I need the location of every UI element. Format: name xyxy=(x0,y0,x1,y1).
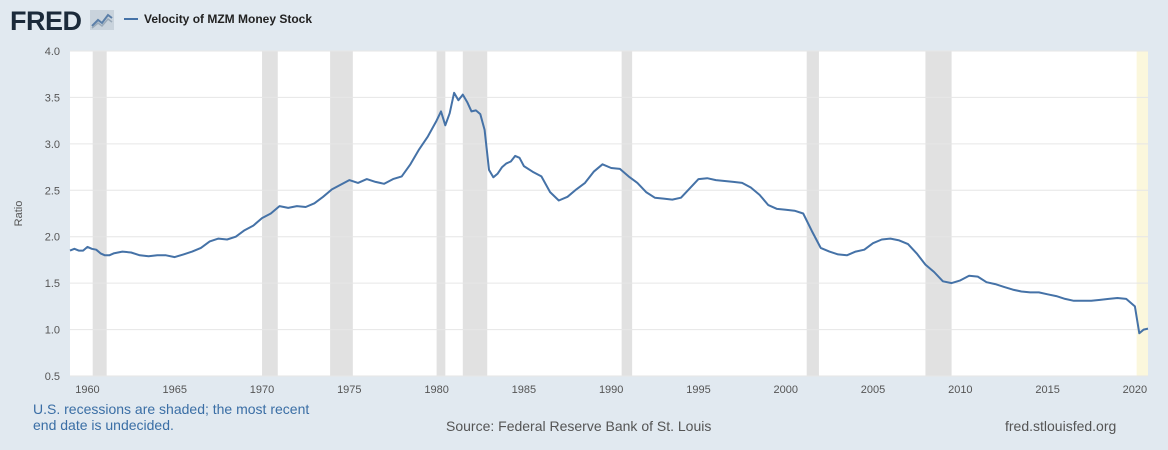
recession-band xyxy=(621,51,633,376)
chart-header: FRED Velocity of MZM Money Stock xyxy=(0,0,1168,44)
y-tick-label: 0.5 xyxy=(45,371,60,383)
x-tick-label: 1985 xyxy=(512,384,536,396)
series-line xyxy=(69,91,1149,335)
x-tick-label: 1990 xyxy=(599,384,623,396)
y-tick-label: 2.0 xyxy=(45,232,60,244)
y-tick-label: 1.5 xyxy=(45,278,60,290)
y-tick-label: 1.0 xyxy=(45,325,60,337)
y-tick-label: 2.5 xyxy=(45,185,60,197)
legend-label: Velocity of MZM Money Stock xyxy=(144,12,313,26)
recession-band xyxy=(925,51,952,376)
fred-logo[interactable]: FRED xyxy=(10,6,82,36)
x-tick-label: 1995 xyxy=(686,384,710,396)
x-tick-label: 2015 xyxy=(1035,384,1059,396)
x-tick-label: 1980 xyxy=(424,384,448,396)
x-tick-label: 1970 xyxy=(250,384,274,396)
recession-note: U.S. recessions are shaded; the most rec… xyxy=(33,401,310,433)
x-tick-label: 2000 xyxy=(774,384,798,396)
chart-line-icon xyxy=(90,10,114,30)
site-link[interactable]: fred.stlouisfed.org xyxy=(1005,418,1117,434)
x-tick-label: 2020 xyxy=(1123,384,1147,396)
legend-swatch xyxy=(124,18,138,20)
y-axis-label: Ratio xyxy=(13,201,25,227)
recession-band xyxy=(92,51,107,376)
legend[interactable]: Velocity of MZM Money Stock xyxy=(124,12,312,26)
recession-band xyxy=(462,51,488,376)
plot-area xyxy=(70,51,1148,376)
recession-band xyxy=(436,51,446,376)
x-tick-label: 2005 xyxy=(861,384,885,396)
source-note: Source: Federal Reserve Bank of St. Loui… xyxy=(446,418,712,434)
recession-band xyxy=(330,51,353,376)
recession-band-undecided xyxy=(1136,51,1148,376)
y-tick-label: 4.0 xyxy=(45,46,60,58)
y-tick-label: 3.0 xyxy=(45,139,60,151)
recession-band xyxy=(806,51,819,376)
y-tick-label: 3.5 xyxy=(45,92,60,104)
x-tick-label: 2010 xyxy=(948,384,972,396)
x-tick-label: 1965 xyxy=(163,384,187,396)
x-tick-label: 1975 xyxy=(337,384,361,396)
x-tick-label: 1960 xyxy=(75,384,99,396)
